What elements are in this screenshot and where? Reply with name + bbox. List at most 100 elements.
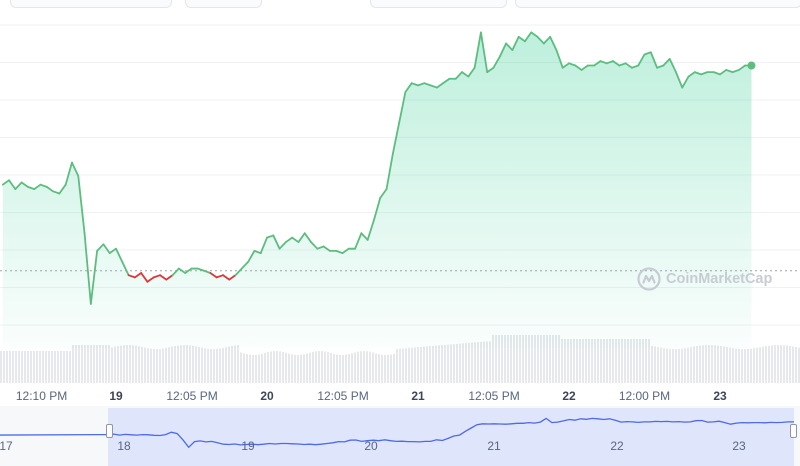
volume-bar [435, 345, 437, 383]
volume-bar [321, 351, 323, 383]
volume-bar [603, 339, 605, 383]
price-line-segment [253, 249, 262, 255]
volume-bar [78, 345, 80, 383]
price-line-segment [542, 35, 552, 45]
price-line-segment [71, 161, 80, 177]
x-tick-label: 12:05 PM [468, 389, 520, 403]
volume-bar [168, 347, 170, 383]
x-tick-label: 12:05 PM [317, 389, 369, 403]
volume-bar [279, 351, 281, 383]
price-line-segment [39, 183, 48, 188]
navigator-tick-label: 23 [732, 439, 746, 453]
toolbar-tab[interactable] [515, 0, 800, 8]
price-line-segment [165, 274, 174, 281]
volume-bar [354, 352, 356, 383]
volume-bar [123, 345, 125, 383]
volume-bar [306, 353, 308, 383]
price-line-segment [574, 64, 583, 71]
price-line-segment [178, 267, 187, 274]
volume-bar [315, 351, 317, 383]
price-line-segment [593, 60, 602, 67]
volume-bar [90, 345, 92, 383]
volume-bar [15, 351, 17, 383]
volume-bar [120, 345, 122, 383]
volume-bar [600, 339, 602, 383]
volume-bar [576, 339, 578, 383]
volume-bar [378, 354, 380, 383]
price-line-segment [517, 35, 526, 43]
price-line-segment [454, 71, 463, 80]
volume-bar [201, 347, 203, 383]
volume-bar [633, 339, 635, 383]
volume-bar [213, 348, 215, 383]
price-line-segment [133, 272, 143, 279]
x-tick-label: 19 [109, 389, 123, 403]
price-line-segment [45, 185, 54, 193]
price-line-segment [184, 267, 193, 274]
volume-bar [228, 346, 230, 383]
volume-bar [789, 345, 791, 383]
volume-bar [135, 345, 137, 383]
volume-bar [564, 339, 566, 383]
price-line-segment [291, 236, 300, 243]
volume-bar [588, 339, 590, 383]
volume-bar [480, 341, 482, 383]
price-line-segment [228, 274, 237, 281]
volume-bar [621, 339, 623, 383]
volume-bar [519, 335, 521, 383]
volume-bar [243, 353, 245, 383]
volume-bar [357, 351, 359, 383]
volume-bar [666, 348, 668, 383]
volume-bar [396, 348, 398, 383]
price-line-segment [373, 197, 382, 221]
volume-bar [597, 339, 599, 383]
price-line-segment [247, 249, 256, 263]
volume-bar [753, 348, 755, 383]
price-line-segment [102, 243, 111, 255]
volume-bar [675, 348, 677, 383]
volume-bar [24, 351, 26, 383]
price-line-segment [360, 232, 369, 241]
price-line-segment [1, 179, 10, 186]
volume-bar [273, 351, 275, 383]
volume-bar [351, 353, 353, 383]
navigator-right-handle[interactable] [790, 424, 797, 438]
volume-bar [51, 351, 53, 383]
volume-bar [795, 347, 797, 383]
volume-bar [234, 345, 236, 383]
price-line-segment [536, 35, 545, 45]
volume-bar [714, 345, 716, 383]
volume-bar [138, 346, 140, 383]
range-navigator[interactable] [0, 406, 800, 466]
volume-bar [60, 351, 62, 383]
price-line-segment [316, 245, 325, 250]
volume-bar [114, 346, 116, 383]
volume-bar [540, 335, 542, 383]
volume-bar [93, 345, 95, 383]
price-line-segment [580, 64, 589, 71]
volume-bar [300, 354, 302, 383]
volume-bar [210, 348, 212, 383]
volume-bar [549, 335, 551, 383]
volume-bar [291, 354, 293, 383]
volume-bar [627, 339, 629, 383]
toolbar-tab[interactable] [370, 0, 507, 8]
volume-bar [150, 348, 152, 383]
price-line-segment [486, 66, 495, 74]
volume-bar [360, 351, 362, 383]
price-line-segment [108, 247, 117, 255]
volume-bar [255, 354, 257, 383]
toolbar-tab[interactable] [185, 0, 262, 8]
volume-bar [0, 351, 2, 383]
toolbar-tab[interactable] [10, 0, 172, 8]
volume-bar [441, 345, 443, 383]
navigator-left-handle[interactable] [106, 424, 113, 438]
price-line-segment [52, 190, 61, 195]
volume-bar [303, 354, 305, 383]
price-line-segment [429, 84, 438, 89]
price-line-segment [209, 272, 218, 279]
price-line-segment [549, 35, 558, 51]
volume-bar [432, 345, 434, 383]
price-line-segment [498, 42, 507, 58]
